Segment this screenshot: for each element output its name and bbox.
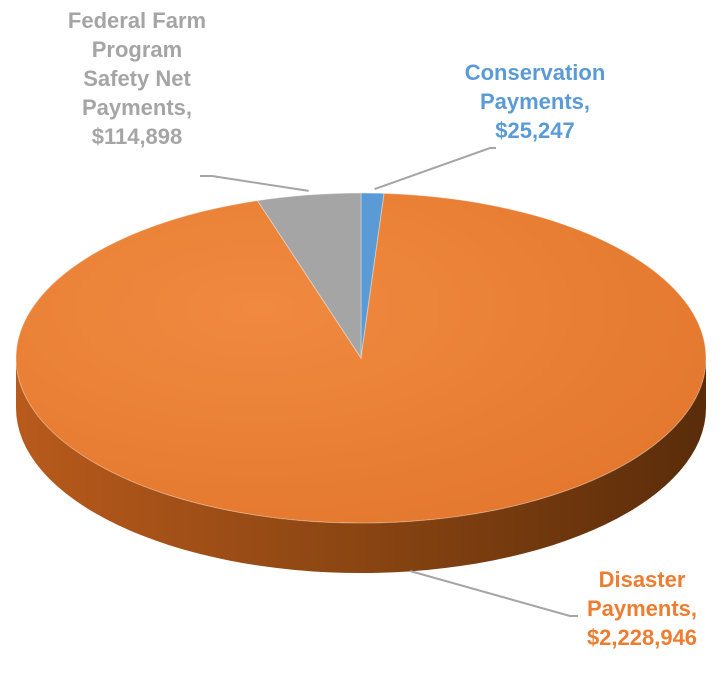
slice-federal-farm-program-safety-net-payments	[256, 192, 362, 360]
pie-slices	[15, 192, 707, 573]
label-line: Payments,	[81, 95, 193, 120]
slice-conservation-payments	[360, 192, 385, 359]
label-conservation-payments: Conservation Payments, $25,247	[455, 58, 615, 145]
label-line: Payments,	[479, 89, 591, 114]
label-line: Payments,	[586, 596, 698, 621]
leader-line-safety-net	[200, 175, 309, 192]
label-disaster-payments: Disaster Payments, $2,228,946	[572, 565, 712, 652]
label-line: Safety Net	[83, 66, 191, 91]
leader-lines	[200, 147, 578, 617]
leader-line-disaster	[409, 570, 578, 617]
label-safety-net-payments: Federal Farm Program Safety Net Payments…	[62, 6, 212, 151]
label-line: Disaster	[598, 567, 686, 592]
slice-disaster-payments	[15, 192, 707, 524]
pie-side-wall	[16, 358, 706, 573]
label-line: Program	[91, 37, 183, 62]
label-line: Federal Farm	[67, 8, 207, 33]
leader-line-conservation	[374, 147, 496, 191]
label-line: $2,228,946	[586, 625, 698, 650]
label-line: $25,247	[495, 118, 575, 143]
label-line: Conservation	[464, 60, 606, 85]
label-line: $114,898	[91, 124, 183, 149]
